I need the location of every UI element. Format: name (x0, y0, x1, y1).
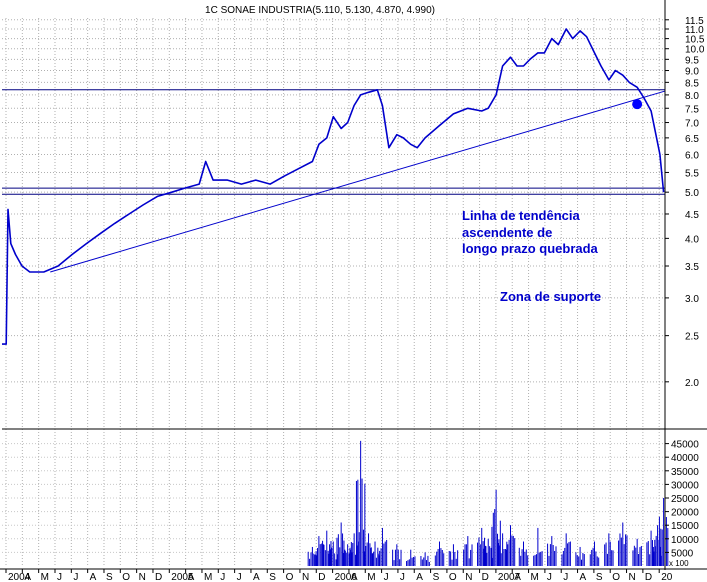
price-tick-label: 10.5 (685, 35, 705, 46)
volume-tick-label: 35000 (671, 467, 699, 478)
x-tick-label: O (449, 572, 457, 582)
price-line (2, 28, 665, 345)
price-tick-label: 2.5 (685, 332, 699, 343)
volume-tick-label: 30000 (671, 480, 699, 491)
horizontal-lines (2, 89, 665, 195)
x-tick-label: N (629, 572, 636, 582)
price-tick-label: 8.0 (685, 91, 699, 102)
x-tick-label: S (433, 572, 440, 582)
x-tick-label: J (547, 572, 552, 582)
x-tick-label: J (73, 572, 78, 582)
price-tick-label: 6.5 (685, 134, 699, 145)
price-tick-label: 7.0 (685, 119, 699, 130)
x-tick-label: M (531, 572, 539, 582)
price-tick-label: 9.0 (685, 67, 699, 78)
price-tick-label: 4.0 (685, 234, 699, 245)
x-tick-label: J (220, 572, 225, 582)
price-tick-label: 5.5 (685, 168, 699, 179)
x-tick-label: 2004 (8, 572, 31, 582)
annotation-text: Zona de suporte (500, 289, 601, 304)
x-tick-label: O (122, 572, 130, 582)
x-tick-label: D (482, 572, 489, 582)
x-tick-label: M (204, 572, 212, 582)
trendline (50, 90, 666, 273)
x-tick-label: D (645, 572, 652, 582)
x-tick-label: M (367, 572, 375, 582)
price-axis: 11.511.010.510.09.59.08.5 8.0 7.5 7.0 6.5 6.0… (665, 16, 705, 389)
volume-scale-note: x 100 (669, 559, 689, 568)
x-tick-label: A (24, 572, 31, 582)
price-tick-label: 5.0 (685, 188, 699, 199)
x-tick-label: M (41, 572, 49, 582)
price-tick-label: 6.0 (685, 150, 699, 161)
volume-tick-label: 25000 (671, 494, 699, 505)
grid (2, 18, 665, 566)
x-tick-label: J (237, 572, 242, 582)
price-tick-label: 9.5 (685, 55, 699, 66)
x-tick-label: A (580, 572, 587, 582)
price-tick-label: 4.5 (685, 210, 699, 221)
x-tick-label: S (269, 572, 276, 582)
annotation-text: Linha de tendência (462, 208, 581, 223)
price-tick-label: 3.0 (685, 294, 699, 305)
annotation-text: ascendente de (462, 225, 552, 240)
price-tick-label: 11.5 (685, 16, 704, 27)
price-tick-label: 7.5 (685, 104, 699, 115)
x-tick-label: J (563, 572, 568, 582)
volume-tick-label: 15000 (671, 521, 699, 532)
price-tick-label: 3.5 (685, 262, 699, 273)
x-tick-label: A (416, 572, 423, 582)
volume-tick-label: 10000 (671, 535, 699, 546)
price-tick-label: 10.0 (685, 45, 705, 56)
x-tick-label: O (286, 572, 294, 582)
x-tick-label: S (596, 572, 603, 582)
x-tick-label: 20 (661, 572, 673, 582)
x-tick-label: N (139, 572, 146, 582)
x-tick-label: A (514, 572, 521, 582)
price-tick-label: 11.0 (685, 25, 704, 36)
x-tick-label: J (384, 572, 389, 582)
volume-tick-label: 5000 (671, 548, 694, 559)
x-tick-label: D (155, 572, 162, 582)
price-series (2, 28, 665, 345)
x-tick-label: J (400, 572, 405, 582)
x-tick-label: A (253, 572, 260, 582)
x-tick-label: A (351, 572, 358, 582)
x-tick-label: S (106, 572, 113, 582)
x-tick-label: 2005 (171, 572, 194, 582)
marker-group (632, 99, 643, 110)
volume-bars (307, 440, 669, 566)
chart-title: 1C SONAE INDUSTRIA(5.110, 5.130, 4.870, … (205, 5, 435, 16)
marker-dot (632, 99, 643, 110)
volume-tick-label: 40000 (671, 453, 699, 464)
x-tick-label: N (302, 572, 309, 582)
x-tick-label: 2007 (498, 572, 521, 582)
volume-axis: 45000 40000 35000 30000 25000 20000 15000 10000… (665, 440, 699, 568)
trendline-line (50, 90, 666, 273)
x-tick-label: A (188, 572, 195, 582)
x-tick-label: N (465, 572, 472, 582)
x-tick-label: A (90, 572, 97, 582)
volume-tick-label: 45000 (671, 440, 699, 451)
x-tick-label: D (318, 572, 325, 582)
volume-tick-label: 20000 (671, 508, 699, 519)
price-tick-label: 8.5 (685, 78, 699, 89)
x-tick-label: O (612, 572, 620, 582)
x-tick-label: 2006 (335, 572, 358, 582)
x-tick-label: J (57, 572, 62, 582)
price-tick-label: 2.0 (685, 378, 699, 389)
annotation-text: longo prazo quebrada (462, 241, 599, 256)
